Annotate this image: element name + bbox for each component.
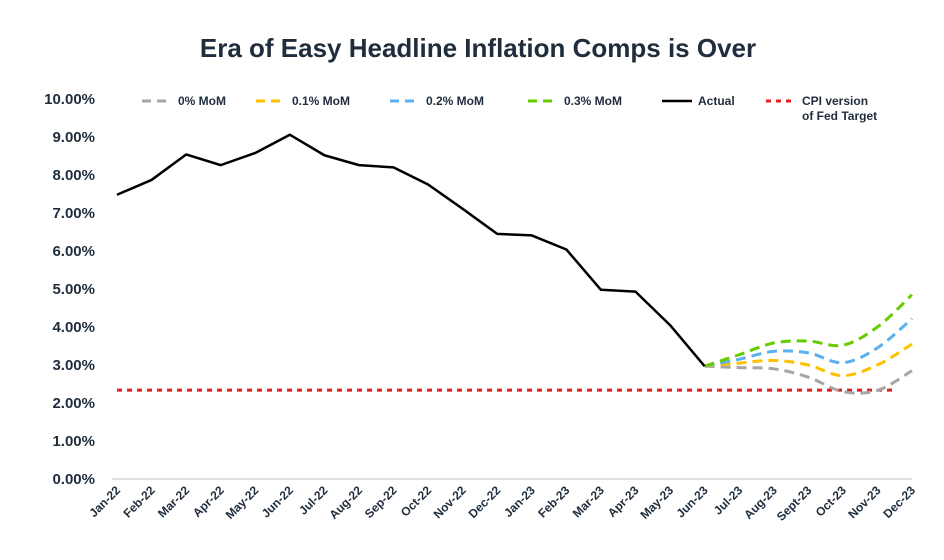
x-tick-label: Jun-22 [259, 483, 296, 520]
x-tick-label: Sep-22 [362, 483, 400, 521]
y-tick-label: 3.00% [52, 357, 95, 374]
series-line-1 [704, 342, 913, 378]
x-tick-label: May-23 [637, 483, 676, 522]
y-tick-label: 7.00% [52, 205, 95, 222]
x-tick-label: Nov-22 [431, 483, 469, 521]
x-tick-label: Feb-22 [120, 483, 157, 520]
x-tick-label: Jan-23 [501, 483, 538, 520]
x-tick-label: Mar-22 [155, 483, 192, 520]
legend-label-2: 0.2% MoM [426, 94, 484, 108]
series-layer [116, 133, 914, 395]
x-tick-label: Feb-23 [535, 483, 572, 520]
x-tick-label: May-22 [223, 483, 262, 522]
legend-label-3: 0.3% MoM [564, 94, 622, 108]
legend-label-5: CPI version [802, 94, 868, 108]
series-line-4 [116, 133, 706, 367]
y-tick-label: 2.00% [52, 395, 95, 412]
x-tick-label: Apr-22 [190, 483, 227, 520]
x-tick-label: Aug-23 [741, 483, 780, 522]
legend-label-5: of Fed Target [802, 109, 877, 123]
y-tick-label: 0.00% [52, 471, 95, 488]
y-tick-label: 4.00% [52, 319, 95, 336]
x-tick-label: Nov-23 [845, 483, 883, 521]
y-tick-label: 5.00% [52, 281, 95, 298]
legend-label-4: Actual [698, 94, 735, 108]
series-line-3 [704, 293, 914, 368]
legend-label-1: 0.1% MoM [292, 94, 350, 108]
x-tick-label: Oct-22 [398, 483, 435, 520]
x-tick-label: Apr-23 [605, 483, 642, 520]
x-tick-label: Sept-23 [774, 483, 815, 524]
y-tick-label: 9.00% [52, 129, 95, 146]
x-tick-label: Dec-23 [880, 483, 918, 521]
series-line-2 [704, 317, 913, 368]
chart-title: Era of Easy Headline Inflation Comps is … [200, 33, 756, 63]
y-axis: 0.00% 1.00% 2.00% 3.00% 4.00% 5.00% 6.00% 7.00%… [44, 91, 95, 488]
y-tick-label: 1.00% [52, 433, 95, 450]
x-tick-label: Aug-22 [326, 483, 365, 522]
y-tick-label: 10.00% [44, 91, 95, 108]
x-tick-label: Jan-22 [86, 483, 123, 520]
y-tick-label: 6.00% [52, 243, 95, 260]
x-tick-label: Oct-23 [813, 483, 850, 520]
x-tick-label: Mar-23 [570, 483, 607, 520]
y-tick-label: 8.00% [52, 167, 95, 184]
x-tick-label: Dec-22 [466, 483, 504, 521]
legend: 0% MoM 0.1% MoM 0.2% MoM 0.3% MoM Actual CPI … [142, 94, 877, 123]
series-line-0 [704, 364, 913, 395]
x-tick-label: Jun-23 [673, 483, 710, 520]
legend-label-0: 0% MoM [178, 94, 226, 108]
